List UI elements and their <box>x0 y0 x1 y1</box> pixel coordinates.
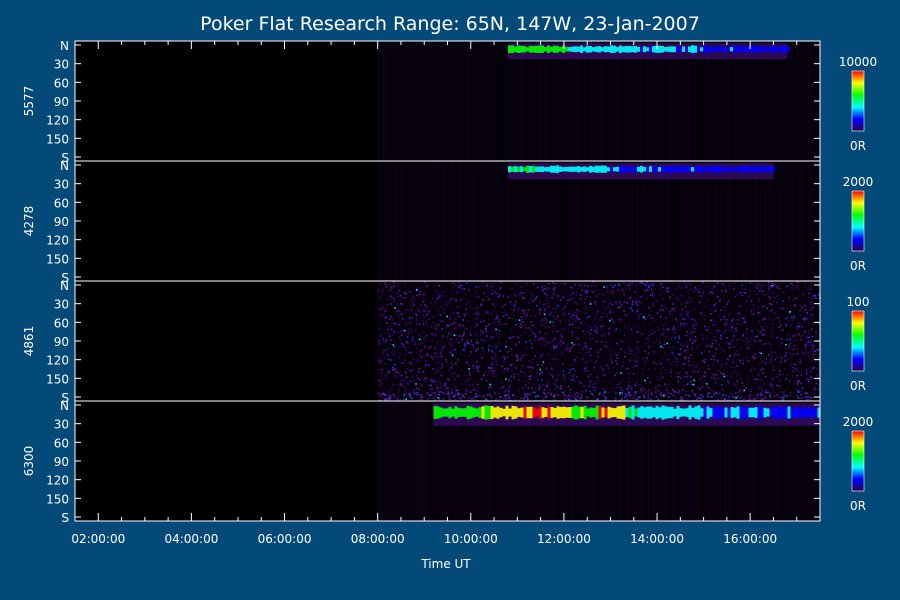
x-tick-label: 14:00:00 <box>630 532 684 546</box>
data-streaks <box>377 401 821 521</box>
y-tick-label: S <box>61 511 69 525</box>
panel-ylabel: 6300 <box>22 446 36 477</box>
colorbar-gradient <box>851 310 865 372</box>
y-tick-label: 90 <box>54 215 69 229</box>
colorbar-gradient <box>851 190 865 252</box>
data-streaks <box>377 41 821 161</box>
y-tick-label: 60 <box>54 76 69 90</box>
colorbar: 2000 0R <box>843 175 874 273</box>
panel-6300: N 30 60 90 120 150 S 6300 2000 0R <box>22 399 873 525</box>
panel-4278: N 30 60 90 120 150 S 4278 2000 0R <box>22 159 873 285</box>
colorbar-gradient <box>851 430 865 492</box>
y-tick-label: 120 <box>46 234 69 248</box>
x-tick-label: 16:00:00 <box>723 532 777 546</box>
colorbar-min-label: 0R <box>850 259 866 273</box>
x-tick-label: 08:00:00 <box>351 532 405 546</box>
y-tick-label: 30 <box>54 58 69 72</box>
auroral-arc <box>508 43 790 60</box>
y-tick-label: 90 <box>54 455 69 469</box>
data-streaks <box>377 281 821 401</box>
y-tick-label: 150 <box>46 492 69 506</box>
panels: N 30 60 90 120 150 S 5577 10000 0R N 30 60 90 120 150 S 4… <box>22 39 877 525</box>
y-tick-label: 150 <box>46 252 69 266</box>
colorbar: 10000 0R <box>839 55 877 153</box>
y-tick-label: N <box>60 39 69 53</box>
y-tick-label: 120 <box>46 474 69 488</box>
panel-ylabel: 4278 <box>22 206 36 237</box>
panel-5577: N 30 60 90 120 150 S 5577 10000 0R <box>22 39 877 165</box>
panel-background <box>75 41 820 161</box>
y-tick-label: 60 <box>54 316 69 330</box>
chart-title: Poker Flat Research Range: 65N, 147W, 23… <box>200 13 700 35</box>
x-axis-label: Time UT <box>420 557 471 571</box>
panel-ylabel: 5577 <box>22 86 36 117</box>
colorbar-max-label: 100 <box>847 295 870 309</box>
y-tick-label: S <box>61 271 69 285</box>
colorbar: 2000 0R <box>843 415 874 513</box>
colorbar-gradient <box>851 70 865 132</box>
y-tick-label: 90 <box>54 95 69 109</box>
y-tick-label: 150 <box>46 132 69 146</box>
y-tick-label: 60 <box>54 436 69 450</box>
y-tick-label: 90 <box>54 335 69 349</box>
data-streaks <box>377 161 821 281</box>
auroral-arc <box>433 403 821 426</box>
panel-background <box>75 161 820 281</box>
y-tick-label: 60 <box>54 196 69 210</box>
y-tick-label: N <box>60 279 69 293</box>
colorbar-min-label: 0R <box>850 379 866 393</box>
y-tick-label: 30 <box>54 298 69 312</box>
auroral-arc <box>508 163 775 180</box>
colorbar-max-label: 10000 <box>839 55 877 69</box>
x-tick-label: 12:00:00 <box>537 532 591 546</box>
panel-4861: N 30 60 90 120 150 S 4861 100 0R <box>22 279 869 405</box>
y-tick-label: S <box>61 391 69 405</box>
y-tick-label: S <box>61 151 69 165</box>
x-tick-label: 02:00:00 <box>71 532 125 546</box>
y-tick-label: 120 <box>46 354 69 368</box>
x-axis: 02:00:00 04:00:00 06:00:00 08:00:00 10:00:00… <box>71 41 798 546</box>
panel-ylabel: 4861 <box>22 326 36 357</box>
y-tick-label: 150 <box>46 372 69 386</box>
y-tick-label: N <box>60 159 69 173</box>
y-tick-label: 30 <box>54 418 69 432</box>
colorbar: 100 0R <box>847 295 870 393</box>
colorbar-min-label: 0R <box>850 139 866 153</box>
noise-speckles <box>377 281 822 403</box>
y-tick-label: 120 <box>46 114 69 128</box>
x-tick-label: 04:00:00 <box>164 532 218 546</box>
y-tick-label: 30 <box>54 178 69 192</box>
x-tick-label: 10:00:00 <box>444 532 498 546</box>
y-tick-label: N <box>60 399 69 413</box>
colorbar-max-label: 2000 <box>843 415 874 429</box>
colorbar-max-label: 2000 <box>843 175 874 189</box>
colorbar-min-label: 0R <box>850 499 866 513</box>
x-tick-label: 06:00:00 <box>258 532 312 546</box>
